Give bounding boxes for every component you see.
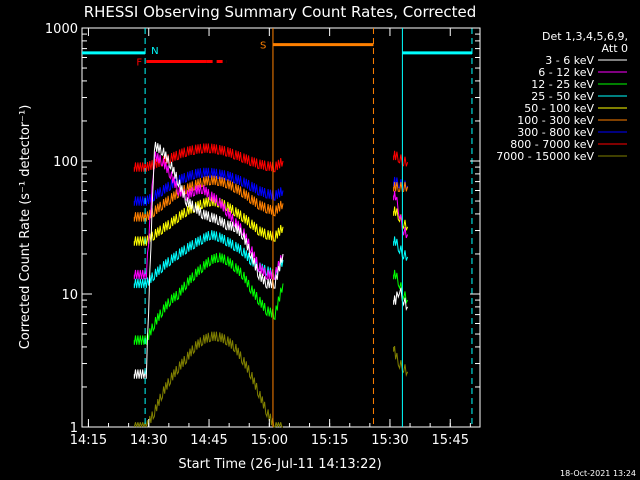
- series-line-3-6: [133, 141, 284, 379]
- series-line-3-6: [393, 287, 409, 311]
- legend-label: 25 - 50 keV: [531, 90, 594, 103]
- legend-label: 6 - 12 keV: [538, 66, 594, 79]
- series-line-50-100: [133, 196, 284, 246]
- legend-label: 12 - 25 keV: [531, 78, 594, 91]
- x-axis-label: Start Time (26-Jul-11 14:13:22): [178, 457, 381, 472]
- timestamp: 18-Oct-2021 13:24: [560, 469, 636, 478]
- legend-title: Att 0: [602, 42, 628, 55]
- series-line-300-800: [133, 167, 284, 206]
- x-tick-label: 15:15: [311, 433, 348, 448]
- series-line-100-300: [133, 175, 284, 222]
- series-line-800-7000: [393, 150, 409, 167]
- x-tick-label: 14:15: [70, 433, 107, 448]
- y-tick-label: 10: [61, 288, 78, 303]
- y-tick-label: 1: [70, 421, 78, 436]
- x-tick-label: 15:45: [432, 433, 469, 448]
- series-line-12-25: [393, 269, 409, 305]
- chart-title: RHESSI Observing Summary Count Rates, Co…: [84, 3, 477, 21]
- legend-title: Det 1,3,4,5,6,9,: [542, 30, 628, 43]
- series-line-7000-15000: [133, 331, 283, 428]
- series-line-12-25: [133, 252, 284, 345]
- y-axis-label: Corrected Count Rate (s⁻¹ detector⁻¹): [18, 105, 33, 350]
- y-tick-label: 100: [53, 155, 78, 170]
- series-line-100-300: [393, 182, 409, 192]
- x-tick-label: 15:30: [371, 433, 408, 448]
- y-tick-label: 1000: [45, 22, 78, 37]
- series-line-50-100: [393, 206, 409, 231]
- flag-label-f: F: [136, 57, 142, 68]
- legend-label: 800 - 7000 keV: [510, 138, 594, 151]
- series-line-800-7000: [133, 143, 284, 173]
- legend-label: 100 - 300 keV: [517, 114, 594, 127]
- x-tick-label: 14:30: [130, 433, 167, 448]
- legend-label: 3 - 6 keV: [545, 54, 594, 67]
- series-line-6-12: [393, 190, 409, 239]
- legend-label: 50 - 100 keV: [524, 102, 594, 115]
- series-line-6-12: [133, 151, 284, 281]
- legend-label: 7000 - 15000 keV: [496, 150, 594, 163]
- series-line-25-50: [393, 236, 409, 261]
- legend-label: 300 - 800 keV: [517, 126, 594, 139]
- x-tick-label: 14:45: [190, 433, 227, 448]
- flag-label-n: N: [151, 46, 158, 57]
- series-line-7000-15000: [393, 346, 409, 377]
- flag-label-s: S: [260, 41, 266, 52]
- plot-frame: [81, 27, 481, 428]
- x-tick-label: 15:00: [251, 433, 288, 448]
